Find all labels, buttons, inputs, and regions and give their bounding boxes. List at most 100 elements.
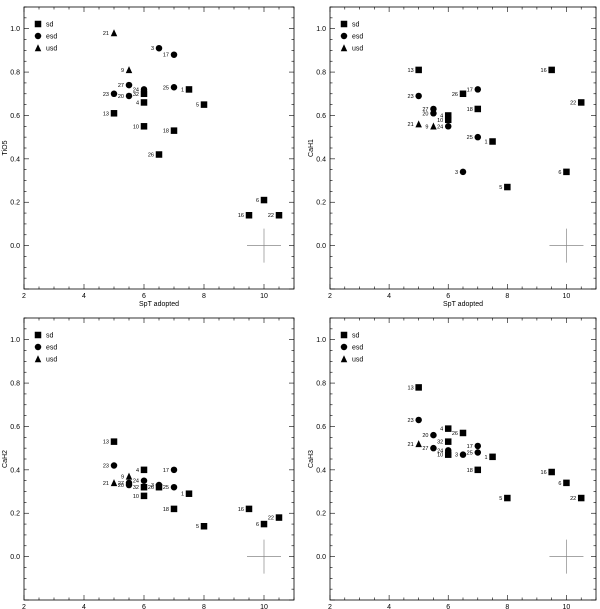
legend-label-esd: esd — [352, 345, 363, 352]
y-tick-label: 0.6 — [10, 424, 20, 431]
data-point-17 — [474, 86, 482, 93]
x-tick-label: 6 — [446, 604, 450, 609]
point-label-32: 32 — [133, 485, 139, 491]
y-tick-label: 0.8 — [10, 381, 20, 388]
data-point-22 — [275, 514, 283, 521]
data-point-18 — [474, 466, 482, 474]
y-axis-label: CaH3 — [308, 450, 315, 468]
point-label-21: 21 — [103, 31, 109, 37]
point-label-22: 22 — [570, 496, 576, 502]
point-label-20: 20 — [422, 111, 428, 117]
data-point-21 — [110, 29, 118, 37]
point-label-25: 25 — [163, 85, 169, 91]
data-point-21 — [415, 440, 422, 448]
data-point-13 — [110, 110, 118, 117]
point-label-22: 22 — [268, 213, 274, 219]
x-tick-label: 8 — [202, 293, 206, 300]
data-point-17 — [170, 466, 178, 474]
data-point-25 — [170, 483, 178, 491]
y-tick-label: 0.8 — [316, 381, 326, 388]
point-label-23: 23 — [103, 92, 109, 98]
data-point-21 — [415, 120, 422, 128]
y-tick-label: 0.2 — [10, 200, 20, 207]
data-point-10 — [444, 451, 452, 458]
legend-marker-sd — [340, 331, 348, 339]
y-tick-label: 0.4 — [316, 156, 326, 163]
data-point-21 — [110, 479, 118, 487]
data-point-1 — [185, 490, 193, 497]
y-axis-label: TiO5 — [2, 140, 9, 155]
point-label-18: 18 — [163, 129, 169, 135]
data-point-26 — [459, 429, 467, 437]
data-point-5 — [504, 494, 511, 502]
data-point-1 — [489, 453, 496, 461]
point-label-21: 21 — [408, 442, 414, 448]
data-point-16 — [548, 66, 555, 74]
legend-label-usd: usd — [46, 357, 57, 364]
x-tick-label: 2 — [22, 293, 26, 300]
data-point-20 — [125, 481, 133, 489]
x-tick-label: 2 — [328, 604, 332, 609]
point-label-4: 4 — [440, 427, 443, 433]
data-point-17 — [474, 442, 482, 450]
data-point-13 — [415, 66, 422, 74]
legend-marker-sd — [340, 20, 348, 28]
data-point-1 — [489, 138, 496, 145]
data-point-24 — [444, 123, 452, 130]
point-label-3: 3 — [455, 453, 458, 459]
x-tick-label: 2 — [328, 293, 332, 300]
point-label-9: 9 — [121, 68, 124, 74]
data-point-22 — [577, 99, 585, 106]
data-point-32 — [444, 438, 452, 445]
data-point-9 — [430, 122, 437, 130]
legend-marker-esd — [34, 32, 42, 40]
point-label-3: 3 — [151, 483, 154, 489]
data-point-20 — [430, 431, 437, 439]
point-label-26: 26 — [148, 153, 154, 159]
legend-marker-sd — [34, 20, 42, 28]
point-label-1: 1 — [181, 492, 184, 498]
legend-marker-usd — [34, 355, 42, 363]
data-point-1 — [185, 86, 193, 93]
point-label-16: 16 — [238, 213, 244, 219]
legend-label-usd: usd — [352, 46, 363, 53]
data-point-17 — [170, 51, 178, 58]
data-point-23 — [110, 462, 118, 469]
legend-label-sd: sd — [352, 333, 360, 340]
data-point-6 — [563, 168, 570, 176]
data-point-6 — [260, 520, 268, 528]
data-point-3 — [459, 451, 467, 458]
data-point-26 — [459, 90, 467, 98]
legend: sd esd usd — [34, 331, 57, 364]
point-label-22: 22 — [268, 516, 274, 522]
x-axis-label: SpT adopted — [443, 301, 483, 308]
point-label-9: 9 — [121, 474, 124, 480]
point-label-32: 32 — [133, 92, 139, 98]
data-point-4 — [140, 466, 148, 474]
point-label-6: 6 — [256, 522, 259, 528]
point-label-26: 26 — [452, 92, 458, 98]
point-label-6: 6 — [256, 198, 259, 204]
legend-label-esd: esd — [46, 34, 57, 41]
point-label-17: 17 — [467, 444, 473, 450]
point-label-5: 5 — [499, 496, 502, 502]
point-label-13: 13 — [408, 68, 414, 74]
x-tick-label: 10 — [260, 293, 268, 300]
point-label-27: 27 — [422, 107, 428, 113]
y-axis-label: CaH2 — [2, 450, 9, 468]
point-label-16: 16 — [238, 507, 244, 513]
data-point-3 — [155, 44, 163, 52]
data-point-23 — [415, 92, 422, 100]
data-point-24 — [140, 477, 148, 484]
point-label-4: 4 — [440, 113, 443, 119]
point-label-3: 3 — [455, 170, 458, 176]
point-label-9: 9 — [425, 124, 428, 130]
data-point-20 — [125, 92, 133, 100]
data-point-23 — [110, 90, 118, 98]
plot-frame — [329, 6, 597, 290]
point-label-21: 21 — [103, 481, 109, 487]
point-label-13: 13 — [103, 440, 109, 446]
